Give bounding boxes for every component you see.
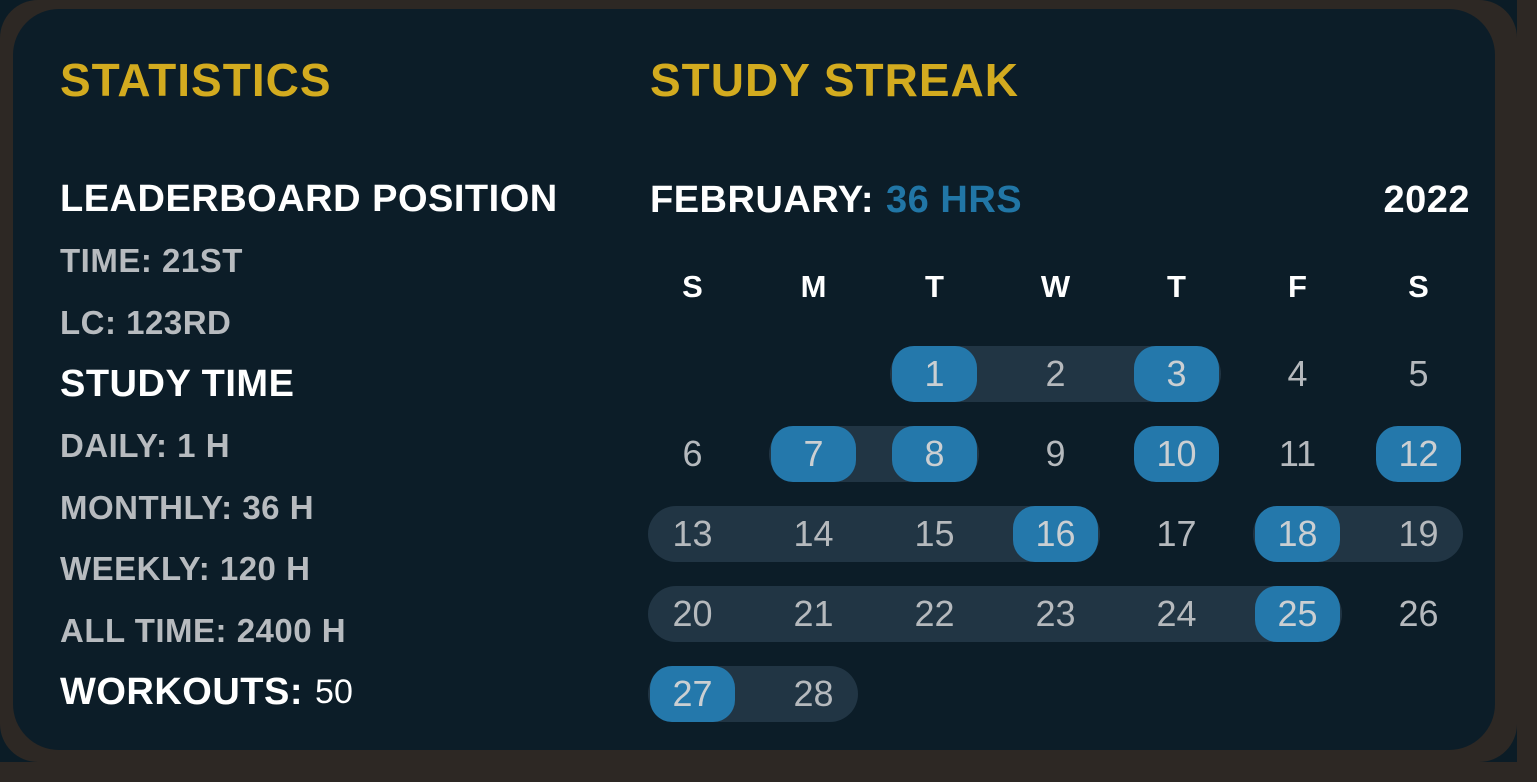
calendar-day-5[interactable]: 5 — [1358, 334, 1479, 414]
day-number: 14 — [793, 513, 834, 554]
leaderboard-time-rank: TIME: 21ST — [60, 242, 243, 280]
calendar-day-28[interactable]: 28 — [753, 654, 874, 734]
leaderboard-position-header: LEADERBOARD POSITION — [60, 178, 558, 221]
frame-edge-right — [1517, 0, 1537, 782]
studied-day-pill: 1 — [892, 346, 977, 402]
study-time-all-time: ALL TIME: 2400 H — [60, 611, 347, 649]
day-number: 5 — [1408, 353, 1429, 394]
day-number: 19 — [1398, 513, 1439, 554]
day-number: 20 — [672, 593, 713, 634]
calendar-day-15[interactable]: 15 — [874, 494, 995, 574]
calendar-day-19[interactable]: 19 — [1358, 494, 1479, 574]
year-label: 2022 — [1383, 178, 1470, 221]
calendar-day-24[interactable]: 24 — [1116, 574, 1237, 654]
day-number: 24 — [1156, 593, 1197, 634]
study-time-daily: DAILY: 1 H — [60, 427, 231, 465]
day-of-week-header: T — [1167, 269, 1186, 304]
day-of-week-header: T — [925, 269, 944, 304]
calendar-week-row: 1 2 3 4 5 — [632, 334, 1479, 414]
day-of-week-header: M — [800, 269, 827, 304]
study-time-header: STUDY TIME — [60, 363, 295, 406]
calendar-day-8[interactable]: 8 — [874, 414, 995, 494]
calendar-day-25[interactable]: 25 — [1237, 574, 1358, 654]
statistics-title: STATISTICS — [60, 54, 332, 106]
studied-day-pill: 7 — [771, 426, 856, 482]
frame-edge-bottom — [0, 762, 1537, 782]
day-number: 13 — [672, 513, 713, 554]
studied-day-pill: 25 — [1255, 586, 1340, 642]
leaderboard-lc-rank: LC: 123RD — [60, 303, 232, 341]
calendar-day-10[interactable]: 10 — [1116, 414, 1237, 494]
day-number: 22 — [914, 593, 955, 634]
studied-day-pill: 16 — [1013, 506, 1098, 562]
month-summary: FEBRUARY: 36 HRS — [650, 179, 1022, 222]
day-number: 17 — [1156, 513, 1197, 554]
study-time-weekly: WEEKLY: 120 H — [60, 550, 311, 588]
calendar-day-7[interactable]: 7 — [753, 414, 874, 494]
day-number: 15 — [914, 513, 955, 554]
calendar-day-6[interactable]: 6 — [632, 414, 753, 494]
day-of-week-header: W — [1040, 269, 1071, 304]
calendar-day-14[interactable]: 14 — [753, 494, 874, 574]
studied-day-pill: 10 — [1134, 426, 1219, 482]
calendar-day-21[interactable]: 21 — [753, 574, 874, 654]
day-number: 23 — [1035, 593, 1076, 634]
calendar-day-17[interactable]: 17 — [1116, 494, 1237, 574]
calendar-day-2[interactable]: 2 — [995, 334, 1116, 414]
workouts-value: 50 — [315, 673, 353, 712]
calendar-week-row: 6 7 8 9 10 11 12 — [632, 414, 1479, 494]
calendar-day-3[interactable]: 3 — [1116, 334, 1237, 414]
day-of-week-header: F — [1288, 269, 1307, 304]
day-number: 6 — [682, 433, 703, 474]
workouts-count: WORKOUTS: 50 — [60, 662, 620, 724]
day-number: 11 — [1278, 433, 1317, 474]
statistics-list: LEADERBOARD POSITION TIME: 21ST LC: 123RD S… — [60, 169, 620, 723]
calendar-week-row: 13 14 15 16 17 18 19 — [632, 494, 1479, 574]
study-streak-title: STUDY STREAK — [650, 54, 1019, 106]
calendar-day-23[interactable]: 23 — [995, 574, 1116, 654]
calendar-day-22[interactable]: 22 — [874, 574, 995, 654]
calendar-day-1[interactable]: 1 — [874, 334, 995, 414]
day-number: 28 — [793, 673, 834, 714]
calendar-day-18[interactable]: 18 — [1237, 494, 1358, 574]
day-of-week-header: S — [1408, 269, 1429, 304]
calendar-day-27[interactable]: 27 — [632, 654, 753, 734]
calendar-grid: 1 2 3 4 5 6 7 8 9 10 11 12 13 14 15 16 17 18 19 20 21 22 23 24 2… — [632, 334, 1479, 734]
month-label: FEBRUARY: — [650, 178, 875, 221]
calendar-day-26[interactable]: 26 — [1358, 574, 1479, 654]
calendar-day-9[interactable]: 9 — [995, 414, 1116, 494]
calendar-day-16[interactable]: 16 — [995, 494, 1116, 574]
studied-day-pill: 12 — [1376, 426, 1461, 482]
calendar-day-20[interactable]: 20 — [632, 574, 753, 654]
day-number: 9 — [1045, 433, 1066, 474]
studied-day-pill: 8 — [892, 426, 977, 482]
day-number: 2 — [1045, 353, 1066, 394]
calendar-day-13[interactable]: 13 — [632, 494, 753, 574]
calendar-day-12[interactable]: 12 — [1358, 414, 1479, 494]
streak-band — [648, 586, 1342, 642]
study-time-monthly: MONTHLY: 36 H — [60, 488, 315, 526]
studied-day-pill: 3 — [1134, 346, 1219, 402]
calendar-day-11[interactable]: 11 — [1237, 414, 1358, 494]
studied-day-pill: 27 — [650, 666, 735, 722]
month-row: FEBRUARY: 36 HRS 2022 — [650, 176, 1470, 224]
day-number: 26 — [1398, 593, 1439, 634]
day-number: 21 — [793, 593, 834, 634]
calendar-week-row: 20 21 22 23 24 25 26 — [632, 574, 1479, 654]
day-number: 4 — [1287, 353, 1308, 394]
studied-day-pill: 18 — [1255, 506, 1340, 562]
calendar-week-row: 27 28 — [632, 654, 1479, 734]
stats-card: STATISTICS STUDY STREAK LEADERBOARD POSI… — [13, 9, 1495, 750]
calendar-day-4[interactable]: 4 — [1237, 334, 1358, 414]
month-hours: 36 HRS — [886, 178, 1023, 221]
workouts-label: WORKOUTS: — [60, 671, 304, 714]
day-of-week-header: S — [682, 269, 703, 304]
